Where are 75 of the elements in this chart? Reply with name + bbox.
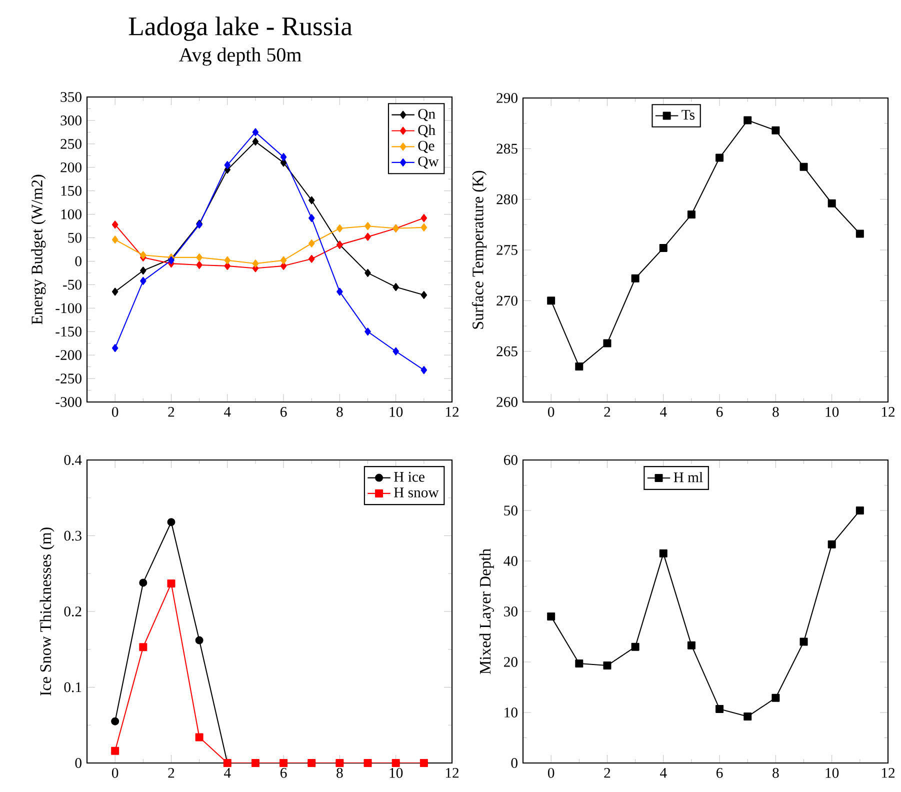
y-tick-label: 0: [75, 256, 82, 266]
y-tick-label: 50: [68, 232, 82, 243]
x-tick-label: 8: [336, 406, 343, 417]
x-tick-label: 0: [548, 768, 554, 778]
y-tick-label: 0: [511, 758, 518, 768]
x-tick-label: 6: [280, 406, 287, 417]
y-tick-label: 10: [504, 708, 518, 718]
x-tick-label: 2: [604, 768, 610, 778]
x-tick-label: 12: [882, 406, 895, 417]
x-tick-label: 2: [168, 406, 174, 417]
x-tick-label: 4: [660, 768, 667, 778]
y-tick-label: 0.3: [64, 530, 82, 541]
x-tick-label: 10: [390, 768, 403, 778]
x-tick-label: 4: [224, 768, 231, 778]
legend-label: H snow: [394, 488, 439, 498]
y-tick-label: 200: [60, 162, 82, 172]
y-tick-label: -150: [56, 326, 82, 337]
legend-label: H ice: [394, 472, 424, 482]
y-axis-title: Ice Snow Thicknesses (m): [40, 528, 54, 696]
y-axis-title: Mixed Layer Depth: [479, 548, 494, 674]
x-tick-label: 12: [446, 768, 459, 778]
y-tick-label: 265: [496, 346, 518, 356]
legend-label: H ml: [674, 472, 703, 482]
x-tick-label: 2: [168, 768, 174, 778]
y-tick-label: -200: [56, 350, 82, 360]
chart-title: Ladoga lake - Russia: [128, 16, 352, 41]
y-tick-label: 280: [496, 194, 518, 204]
x-tick-label: 8: [772, 768, 779, 778]
x-tick-label: 12: [446, 406, 459, 417]
x-tick-label: 4: [224, 406, 231, 417]
y-tick-label: 285: [496, 144, 518, 154]
y-tick-label: 0.1: [64, 682, 82, 692]
x-tick-label: 6: [716, 406, 723, 417]
y-tick-label: 0: [75, 758, 82, 768]
y-tick-label: 30: [504, 606, 518, 616]
y-axis-title: Energy Budget (W/m2): [31, 174, 46, 324]
y-tick-label: 290: [496, 93, 518, 103]
y-tick-label: -250: [56, 374, 82, 384]
x-tick-label: 8: [772, 406, 779, 417]
y-tick-label: 0.2: [64, 606, 82, 616]
y-tick-label: -300: [56, 397, 82, 407]
y-tick-label: 260: [496, 397, 518, 407]
x-tick-label: 8: [336, 768, 343, 778]
y-tick-label: 150: [61, 186, 82, 196]
x-tick-label: 4: [660, 406, 667, 417]
y-tick-label: 40: [504, 556, 518, 566]
y-tick-label: 350: [60, 92, 82, 102]
x-tick-label: 2: [604, 406, 610, 417]
y-tick-label: 20: [504, 657, 518, 667]
legend-label: Qh: [418, 124, 436, 138]
y-tick-label: 60: [504, 455, 518, 465]
y-tick-label: 250: [60, 138, 82, 149]
legend-label: Ts: [682, 110, 695, 120]
x-tick-label: 10: [826, 768, 839, 778]
x-tick-label: 0: [548, 406, 554, 417]
y-tick-label: 100: [61, 209, 82, 220]
x-tick-label: 0: [112, 768, 118, 778]
legend-label: Qe: [418, 140, 434, 153]
x-tick-label: 0: [112, 406, 118, 417]
legend-label: Qn: [418, 108, 436, 122]
y-tick-label: -50: [63, 280, 82, 290]
y-tick-label: 0.4: [64, 455, 82, 465]
y-tick-label: 50: [504, 506, 518, 516]
x-tick-label: 10: [390, 406, 403, 417]
y-tick-label: 270: [496, 296, 518, 306]
y-axis-title: Surface Temperature (K): [472, 170, 487, 329]
x-tick-label: 6: [280, 768, 287, 778]
y-tick-label: 300: [60, 116, 82, 126]
y-tick-label: -100: [56, 303, 82, 314]
x-tick-label: 12: [882, 768, 895, 778]
x-tick-label: 10: [826, 406, 839, 417]
legend-label: Qw: [418, 156, 439, 169]
y-tick-label: 275: [496, 245, 518, 255]
x-tick-label: 6: [716, 768, 723, 778]
chart-subtitle: Avg depth 50m: [179, 48, 302, 66]
